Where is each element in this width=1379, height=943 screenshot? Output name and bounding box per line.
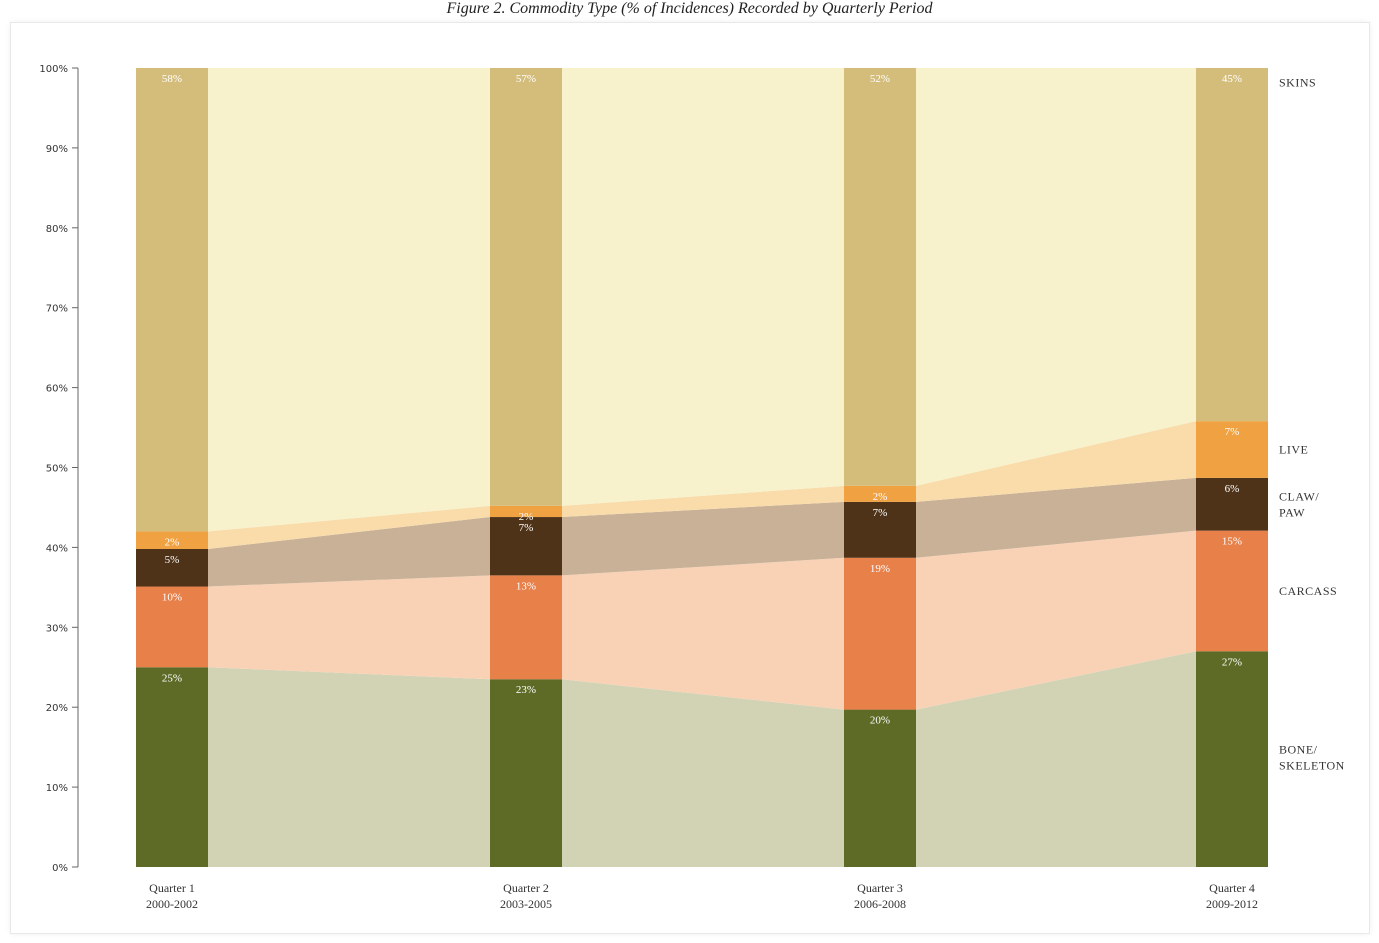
bar-skins-2 — [490, 68, 562, 506]
bar-carcass-3 — [844, 557, 916, 710]
data-label-skins-2: 57% — [516, 73, 536, 85]
bar-live-2 — [490, 505, 562, 518]
x-tick-label-1: 2000-2002 — [146, 897, 198, 911]
data-label-claw-3: 7% — [873, 507, 888, 519]
data-label-bone-1: 25% — [162, 672, 182, 684]
series-label-carcass: CARCASS — [1279, 584, 1337, 598]
bar-bone-2 — [490, 679, 562, 867]
y-tick-label: 50% — [46, 464, 68, 475]
bar-skins-1 — [136, 68, 208, 532]
y-tick-label: 10% — [46, 783, 68, 794]
band-carcass-1 — [208, 575, 490, 680]
bar-carcass-1 — [136, 586, 208, 668]
bands-layer — [208, 68, 1196, 867]
y-tick-label: 60% — [46, 384, 68, 395]
band-carcass-2 — [562, 557, 844, 710]
bar-claw-2 — [490, 517, 562, 576]
bar-skins-3 — [844, 68, 916, 486]
bar-live-3 — [844, 485, 916, 502]
data-label-live-3: 2% — [873, 491, 888, 503]
bar-claw-3 — [844, 501, 916, 558]
bar-claw-1 — [136, 548, 208, 587]
y-tick-label: 20% — [46, 703, 68, 714]
y-axis: 0% 10% 20% 30% 40% 50% 60% 70% 80% 90% 100% — [39, 64, 79, 874]
series-label-claw: CLAW/ — [1279, 489, 1319, 503]
data-label-bone-3: 20% — [870, 715, 890, 727]
x-tick-label-3: Quarter 3 — [857, 881, 903, 895]
y-tick-label: 80% — [46, 224, 68, 235]
band-live-2 — [562, 485, 844, 518]
bar-bone-4 — [1196, 651, 1268, 867]
chart-title: Figure 2. Commodity Type (% of Incidence… — [446, 0, 933, 17]
band-bone-3 — [916, 651, 1196, 867]
x-tick-label-2: 2003-2005 — [500, 897, 552, 911]
bar-live-4 — [1196, 421, 1268, 478]
bar-carcass-2 — [490, 575, 562, 680]
chart-frame — [10, 22, 1370, 934]
bar-skins-4 — [1196, 68, 1268, 422]
data-label-skins-3: 52% — [870, 73, 890, 85]
y-tick-label: 40% — [46, 543, 68, 554]
x-tick-label-4: Quarter 4 — [1209, 881, 1255, 895]
series-label-bone: BONE/ — [1279, 743, 1318, 757]
data-label-carcass-2: 13% — [516, 580, 536, 592]
x-tick-label-2: Quarter 2 — [503, 881, 549, 895]
x-tick-label-3: 2006-2008 — [854, 897, 906, 911]
band-skins-1 — [208, 68, 490, 532]
data-label-bone-2: 23% — [516, 684, 536, 696]
data-label-live-2: 2% — [519, 511, 534, 523]
y-tick-label: 70% — [46, 304, 68, 315]
band-bone-1 — [208, 667, 490, 867]
band-live-3 — [916, 421, 1196, 502]
series-label-live: LIVE — [1279, 443, 1308, 457]
band-claw-2 — [562, 501, 844, 576]
data-label-carcass-1: 10% — [162, 592, 182, 604]
data-label-live-1: 2% — [165, 536, 180, 548]
series-label-claw: PAW — [1279, 505, 1305, 519]
data-label-carcass-4: 15% — [1222, 536, 1242, 548]
band-carcass-3 — [916, 530, 1196, 710]
bar-bone-1 — [136, 667, 208, 867]
bar-live-1 — [136, 531, 208, 549]
data-label-claw-1: 5% — [165, 554, 180, 566]
band-bone-2 — [562, 679, 844, 867]
band-claw-1 — [208, 517, 490, 587]
bar-bone-3 — [844, 709, 916, 867]
data-label-skins-1: 58% — [162, 73, 182, 85]
x-tick-label-1: Quarter 1 — [149, 881, 195, 895]
bar-carcass-4 — [1196, 530, 1268, 652]
band-live-1 — [208, 505, 490, 549]
data-label-skins-4: 45% — [1222, 73, 1242, 85]
data-label-bone-4: 27% — [1222, 656, 1242, 668]
y-tick-label: 30% — [46, 623, 68, 634]
y-tick-label: 100% — [39, 64, 68, 75]
series-label-bone: SKELETON — [1279, 759, 1345, 773]
data-label-live-4: 7% — [1225, 426, 1240, 438]
x-tick-label-4: 2009-2012 — [1206, 897, 1258, 911]
data-label-carcass-3: 19% — [870, 563, 890, 575]
labels-layer: 25%23%20%27%10%13%19%15%5%7%7%6%2%2%2%7%… — [146, 73, 1345, 911]
bar-claw-4 — [1196, 477, 1268, 531]
band-skins-3 — [916, 68, 1196, 486]
y-tick-label: 90% — [46, 144, 68, 155]
y-tick-label: 0% — [52, 863, 68, 874]
bars-layer — [136, 68, 1268, 867]
data-label-claw-2: 7% — [519, 522, 534, 534]
series-label-skins: SKINS — [1279, 75, 1316, 89]
data-label-claw-4: 6% — [1225, 483, 1240, 495]
band-claw-3 — [916, 477, 1196, 558]
band-skins-2 — [562, 68, 844, 506]
